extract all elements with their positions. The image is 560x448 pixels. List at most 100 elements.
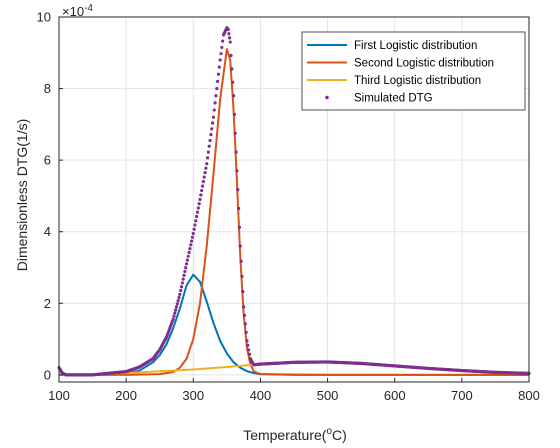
dtg-point (193, 223, 197, 227)
dtg-point (183, 269, 187, 274)
dtg-point (239, 259, 243, 263)
y-axis-exponent: ×10-4 (62, 3, 93, 19)
dtg-point (205, 156, 210, 160)
dtg-point (174, 308, 178, 312)
dtg-point (184, 262, 189, 266)
dtg-point (234, 150, 238, 154)
dtg-point (216, 79, 220, 84)
legend: First Logistic distribution Second Logist… (301, 31, 526, 111)
dtg-point (201, 180, 205, 184)
dtg-point (199, 193, 203, 197)
axis-ticks: 100 200 300 400 500 600 700 800 0 2 4 6 8 10 (37, 10, 540, 404)
dtg-point (184, 266, 188, 270)
dtg-point (232, 112, 237, 117)
dtg-point (228, 40, 232, 44)
x-tick-label: 500 (317, 388, 339, 403)
dtg-point (175, 302, 179, 306)
dtg-point (210, 121, 215, 125)
dtg-point (209, 133, 213, 137)
dtg-point (247, 352, 252, 356)
dtg-point (240, 274, 244, 279)
dtg-point (185, 258, 190, 262)
y-tick-label: 10 (37, 10, 51, 25)
dtg-point (213, 101, 217, 105)
series-line-2 (59, 48, 529, 376)
dtg-point (187, 250, 191, 255)
dtg-point (221, 39, 225, 43)
legend-marker (325, 95, 329, 100)
dtg-point (231, 94, 236, 98)
dtg-point (236, 188, 240, 192)
dtg-point (233, 131, 237, 135)
y-axis-label: Dimensionless DTG(1/s) (14, 119, 30, 271)
y-tick-label: 0 (44, 367, 51, 382)
dtg-point (211, 115, 216, 119)
dtg-point (237, 206, 241, 211)
dtg-point (194, 219, 198, 223)
dtg-point (208, 138, 212, 143)
x-tick-label: 700 (451, 388, 473, 403)
x-tick-label: 600 (384, 388, 406, 403)
dtg-point (238, 244, 242, 248)
dtg-point (210, 127, 214, 131)
dtg-point (179, 288, 183, 293)
dtg-point (227, 36, 232, 40)
dtg-point (244, 330, 248, 334)
dtg-point (200, 184, 205, 188)
dtg-point (202, 175, 206, 179)
dtg-point (212, 108, 216, 112)
dtg-point (192, 227, 196, 231)
dtg-point (235, 169, 239, 173)
dtg-point (230, 67, 234, 71)
dtg-point (214, 94, 218, 98)
dtg-point (181, 277, 185, 281)
dtg-point (190, 235, 195, 239)
dtg-point (174, 305, 179, 309)
dtg-point (186, 254, 190, 258)
legend-label: Second Logistic distribution (354, 58, 494, 70)
dtg-point (172, 314, 176, 318)
dtg-point (241, 290, 245, 294)
x-tick-label: 300 (182, 388, 204, 403)
dtg-point (218, 58, 222, 62)
dtg-point (197, 202, 201, 206)
x-tick-label: 100 (48, 388, 70, 403)
legend-label: First Logistic distribution (354, 40, 477, 52)
dtg-point (206, 150, 210, 154)
dtg-point (195, 210, 200, 214)
plot-series (57, 26, 531, 377)
dtg-point (243, 322, 247, 326)
dtg-point (245, 339, 249, 343)
dtg-point (219, 52, 223, 56)
dtg-point (247, 348, 251, 352)
dtg-point (182, 273, 186, 277)
dtg-point (195, 214, 199, 219)
series-line-1 (59, 273, 529, 376)
dtg-point (246, 343, 250, 347)
dtg-point (191, 231, 195, 236)
dtg-point (242, 305, 246, 309)
y-tick-label: 8 (44, 81, 51, 96)
x-axis-label: Temperature(oC) (243, 426, 347, 443)
dtg-point (190, 239, 194, 243)
dtg-point (177, 295, 181, 300)
legend-label: Simulated DTG (354, 93, 433, 105)
plot-area-frame (58, 16, 530, 383)
dtg-point (231, 80, 235, 84)
x-tick-label: 400 (250, 388, 272, 403)
dtg-point (227, 32, 231, 36)
dtg-point (220, 45, 224, 50)
dtg-point (203, 171, 207, 175)
dtg-point (229, 53, 233, 58)
dtg-point (176, 298, 180, 303)
series-simulated-dtg (57, 26, 531, 377)
dtg-point (198, 197, 202, 202)
y-tick-label: 4 (44, 224, 51, 239)
dtg-point (216, 72, 221, 76)
dtg-point (188, 247, 192, 251)
dtg-point (173, 311, 177, 315)
dtg-point (242, 313, 247, 317)
dtg-point (215, 86, 219, 91)
y-tick-label: 2 (44, 296, 51, 311)
